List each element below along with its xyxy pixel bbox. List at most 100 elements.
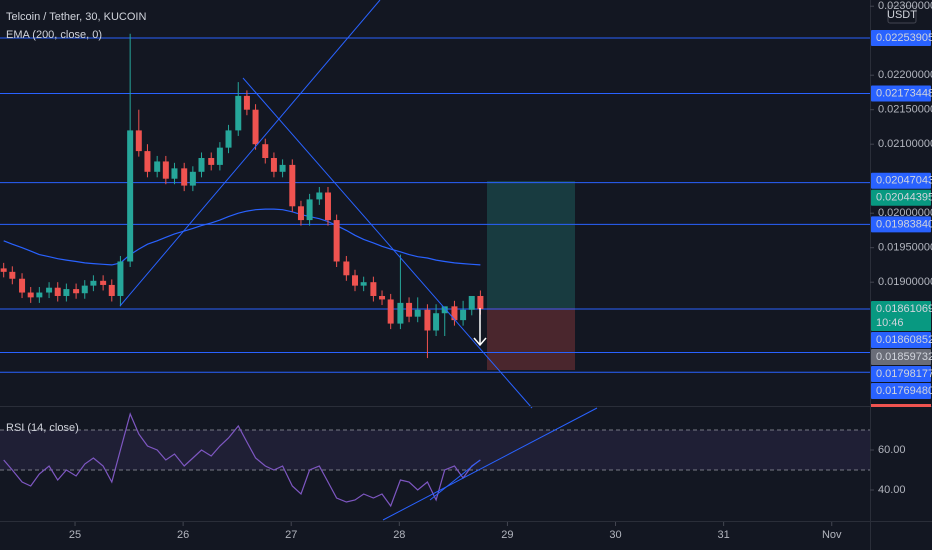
price-badge-label: 0.01983840 bbox=[876, 218, 932, 230]
x-tick-label: 25 bbox=[69, 529, 81, 541]
candle-body bbox=[46, 287, 53, 293]
candle-body bbox=[162, 161, 169, 179]
stop-zone bbox=[487, 308, 575, 370]
trend-line bbox=[382, 407, 598, 521]
y-tick-label: 0.02100000 bbox=[878, 138, 932, 150]
price-badge-label: 0.01861069 bbox=[876, 303, 932, 315]
candle-body bbox=[0, 268, 7, 272]
candle-body bbox=[243, 95, 250, 110]
candle-body bbox=[433, 313, 440, 331]
trend-line bbox=[429, 459, 481, 501]
trend-line bbox=[242, 77, 533, 409]
candle-body bbox=[189, 171, 196, 186]
candle-body bbox=[406, 302, 413, 317]
candle-body bbox=[198, 157, 205, 172]
candle-body bbox=[9, 271, 16, 279]
price-badge-label: 0.02047043 bbox=[876, 175, 932, 187]
candle-body bbox=[333, 220, 340, 262]
x-tick-label: 28 bbox=[393, 529, 405, 541]
price-badge bbox=[871, 383, 931, 400]
currency-box bbox=[887, 5, 917, 24]
y-tick-label: 0.02000000 bbox=[878, 207, 932, 219]
candle-body bbox=[414, 309, 421, 317]
candle-body bbox=[306, 199, 313, 221]
candle-body bbox=[360, 282, 367, 286]
price-badge bbox=[871, 349, 931, 366]
candle-body bbox=[387, 299, 394, 324]
candle-body bbox=[19, 278, 26, 293]
ema-line bbox=[3, 208, 481, 266]
candle-body bbox=[441, 306, 448, 314]
candle-body bbox=[270, 157, 277, 172]
candle-body bbox=[144, 151, 151, 172]
candle-body bbox=[451, 306, 458, 321]
x-tick-label: 26 bbox=[177, 529, 189, 541]
candle-body bbox=[289, 164, 296, 207]
candle-body bbox=[36, 292, 43, 298]
y-tick-label: 0.01950000 bbox=[878, 242, 932, 254]
target-zone bbox=[487, 181, 575, 308]
rsi-label: RSI (14, close) bbox=[6, 422, 79, 434]
y-tick-label: 0.02150000 bbox=[878, 104, 932, 116]
candle-body bbox=[460, 309, 467, 321]
price-badge bbox=[871, 216, 931, 233]
price-badge bbox=[871, 172, 931, 189]
candle-body bbox=[468, 295, 475, 310]
rsi-line bbox=[3, 412, 481, 508]
price-badge-label: 0.02173448 bbox=[876, 87, 932, 99]
price-badge bbox=[871, 85, 931, 102]
candle-body bbox=[279, 164, 286, 172]
candle-body bbox=[316, 192, 323, 200]
candle-body bbox=[108, 284, 115, 296]
x-tick-label: Nov bbox=[822, 529, 842, 541]
candle-body bbox=[216, 147, 223, 165]
candle-body bbox=[262, 144, 269, 158]
price-badge-label: 0.01798177 bbox=[876, 368, 932, 380]
y-tick-label: 0.01900000 bbox=[878, 276, 932, 288]
candle-body bbox=[90, 280, 97, 286]
x-tick-label: 27 bbox=[285, 529, 297, 541]
candle-body bbox=[225, 130, 232, 148]
candle-body bbox=[477, 295, 484, 310]
x-tick-label: 31 bbox=[718, 529, 730, 541]
candle-body bbox=[181, 168, 188, 186]
candle-body bbox=[54, 287, 61, 296]
price-badge-label: 0.01860852 bbox=[876, 334, 932, 346]
axis: 0.02300000 0.02200000 0.02150000 0.02100000… bbox=[69, 0, 932, 541]
price-badge bbox=[871, 332, 931, 349]
candle-body bbox=[252, 109, 259, 145]
rsi-band bbox=[0, 430, 870, 470]
candle-body bbox=[135, 130, 142, 152]
indicator-label: EMA (200, close, 0) bbox=[6, 29, 102, 41]
candle-body bbox=[324, 192, 331, 221]
candle-body bbox=[127, 130, 134, 262]
y-tick-label: 0.02200000 bbox=[878, 69, 932, 81]
candle-body bbox=[235, 95, 242, 131]
y-tick-label: 40.00 bbox=[878, 484, 906, 496]
price-badge-label: 0.02253905 bbox=[876, 32, 932, 44]
candle-body bbox=[27, 292, 34, 298]
candle-body bbox=[343, 261, 350, 276]
y-tick-label: 0.02300000 bbox=[878, 0, 932, 12]
candle-body bbox=[171, 168, 178, 179]
trend-line bbox=[119, 0, 381, 307]
price-badge bbox=[871, 366, 931, 383]
price-badge-label: 0.01769480 bbox=[876, 385, 932, 397]
chart-title: Telcoin / Tether, 30, KUCOIN bbox=[6, 11, 146, 23]
candle-body bbox=[370, 282, 377, 296]
currency: USDT bbox=[887, 9, 917, 21]
candle-body bbox=[117, 261, 124, 296]
candle-body bbox=[208, 157, 215, 165]
price-badge-label: 0.01859732 bbox=[876, 351, 932, 363]
price-badge bbox=[871, 189, 931, 206]
x-tick-label: 30 bbox=[609, 529, 621, 541]
candle-body bbox=[397, 302, 404, 324]
candle-body bbox=[63, 289, 70, 296]
candle-body bbox=[81, 285, 88, 294]
arrow bbox=[473, 308, 487, 347]
x-tick-label: 29 bbox=[501, 529, 513, 541]
candle-body bbox=[297, 206, 304, 221]
candle-body bbox=[100, 280, 107, 285]
